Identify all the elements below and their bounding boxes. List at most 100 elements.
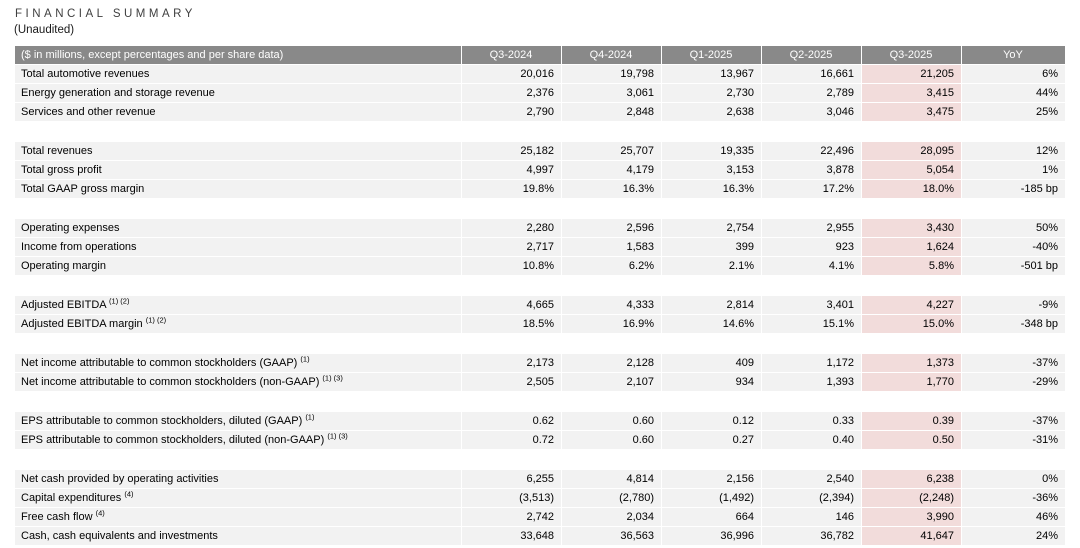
- value-cell-highlighted: 3,990: [861, 507, 962, 527]
- table-row: EPS attributable to common stockholders,…: [14, 411, 1066, 431]
- header-row: ($ in millions, except percentages and p…: [14, 45, 1066, 65]
- row-label: EPS attributable to common stockholders,…: [14, 411, 462, 431]
- value-cell: 2,128: [561, 353, 662, 373]
- value-cell: 2,540: [761, 469, 862, 489]
- row-label: Energy generation and storage revenue: [14, 83, 462, 103]
- value-cell: -40%: [961, 237, 1066, 257]
- value-cell: 146: [761, 507, 862, 527]
- row-label: Adjusted EBITDA margin (1) (2): [14, 314, 462, 334]
- value-cell: 6,255: [461, 469, 562, 489]
- table-row: Net income attributable to common stockh…: [14, 353, 1066, 373]
- table-row: Operating expenses 2,280 2,596 2,754 2,955 3,…: [14, 218, 1066, 238]
- value-cell: 2,730: [661, 83, 762, 103]
- financial-summary-table: ($ in millions, except percentages and p…: [14, 45, 1066, 546]
- row-label: Cash, cash equivalents and investments: [14, 526, 462, 546]
- value-cell-highlighted: 5.8%: [861, 256, 962, 276]
- value-cell: 2,034: [561, 507, 662, 527]
- value-cell: 13,967: [661, 64, 762, 84]
- value-cell-highlighted: 15.0%: [861, 314, 962, 334]
- row-label: Net cash provided by operating activitie…: [14, 469, 462, 489]
- value-cell: 2,955: [761, 218, 862, 238]
- row-label: Total revenues: [14, 141, 462, 161]
- value-cell: 3,878: [761, 160, 862, 180]
- value-cell: (2,394): [761, 488, 862, 508]
- footnote-reference: (1) (3): [327, 431, 348, 441]
- value-cell-highlighted: 3,430: [861, 218, 962, 238]
- value-cell: 4,814: [561, 469, 662, 489]
- row-label: Adjusted EBITDA (1) (2): [14, 295, 462, 315]
- value-cell: 25%: [961, 102, 1066, 122]
- header-cell: Q3-2024: [461, 45, 562, 65]
- table-row: Net income attributable to common stockh…: [14, 372, 1066, 392]
- value-cell: 2,814: [661, 295, 762, 315]
- value-cell-highlighted: 28,095: [861, 141, 962, 161]
- table-row: Net cash provided by operating activitie…: [14, 469, 1066, 489]
- value-cell: 44%: [961, 83, 1066, 103]
- value-cell: 923: [761, 237, 862, 257]
- value-cell: 2,789: [761, 83, 862, 103]
- value-cell: 2,376: [461, 83, 562, 103]
- row-label: Net income attributable to common stockh…: [14, 353, 462, 373]
- value-cell: 934: [661, 372, 762, 392]
- row-label: Capital expenditures (4): [14, 488, 462, 508]
- table-row: Operating margin 10.8% 6.2% 2.1% 4.1% 5.8% -50…: [14, 256, 1066, 276]
- footnote-reference: (1) (3): [322, 373, 343, 383]
- value-cell: 16.9%: [561, 314, 662, 334]
- value-cell: (1,492): [661, 488, 762, 508]
- spacer-cell: [14, 449, 1066, 470]
- value-cell-highlighted: 41,647: [861, 526, 962, 546]
- value-cell-highlighted: 3,415: [861, 83, 962, 103]
- value-cell: -185 bp: [961, 179, 1066, 199]
- value-cell-highlighted: 5,054: [861, 160, 962, 180]
- value-cell: -348 bp: [961, 314, 1066, 334]
- footnote-reference: (1): [300, 354, 310, 364]
- footnote-reference: (4): [124, 489, 134, 499]
- spacer-row: [14, 275, 1066, 296]
- value-cell: 2.1%: [661, 256, 762, 276]
- value-cell: 0.60: [561, 411, 662, 431]
- footnote-reference: (1) (2): [145, 315, 167, 325]
- header-cell: Q2-2025: [761, 45, 862, 65]
- value-cell: 18.5%: [461, 314, 562, 334]
- value-cell: 36,782: [761, 526, 862, 546]
- row-label: Income from operations: [14, 237, 462, 257]
- value-cell-highlighted: 21,205: [861, 64, 962, 84]
- value-cell: 3,046: [761, 102, 862, 122]
- value-cell: 2,107: [561, 372, 662, 392]
- row-label: Total automotive revenues: [14, 64, 462, 84]
- value-cell-highlighted: (2,248): [861, 488, 962, 508]
- value-cell: 16.3%: [561, 179, 662, 199]
- footnote-reference: (1) (2): [109, 296, 130, 306]
- value-cell: -37%: [961, 353, 1066, 373]
- table-row: Adjusted EBITDA margin (1) (2) 18.5% 16.9%…: [14, 314, 1066, 334]
- value-cell-highlighted: 1,624: [861, 237, 962, 257]
- value-cell: 0.60: [561, 430, 662, 450]
- table-row: Total GAAP gross margin 19.8% 16.3% 16.3% 17…: [14, 179, 1066, 199]
- page-title: FINANCIAL SUMMARY: [15, 8, 196, 20]
- value-cell: 2,280: [461, 218, 562, 238]
- page-subtitle: (Unaudited): [14, 24, 75, 36]
- value-cell: 16,661: [761, 64, 862, 84]
- table-row: Total gross profit 4,997 4,179 3,153 3,878 5,…: [14, 160, 1066, 180]
- value-cell-highlighted: 4,227: [861, 295, 962, 315]
- value-cell-highlighted: 0.39: [861, 411, 962, 431]
- value-cell: 2,717: [461, 237, 562, 257]
- value-cell: -37%: [961, 411, 1066, 431]
- spacer-cell: [14, 121, 1066, 142]
- value-cell: -9%: [961, 295, 1066, 315]
- spacer-row: [14, 121, 1066, 142]
- table-row: Cash, cash equivalents and investments 33…: [14, 526, 1066, 546]
- header-cell: YoY: [961, 45, 1066, 65]
- spacer-cell: [14, 391, 1066, 412]
- value-cell: 0.33: [761, 411, 862, 431]
- value-cell: 1,393: [761, 372, 862, 392]
- row-label: Net income attributable to common stockh…: [14, 372, 462, 392]
- value-cell: 12%: [961, 141, 1066, 161]
- row-label: Total gross profit: [14, 160, 462, 180]
- value-cell: (2,780): [561, 488, 662, 508]
- spacer-row: [14, 449, 1066, 470]
- spacer-row: [14, 333, 1066, 354]
- value-cell-highlighted: 1,373: [861, 353, 962, 373]
- spacer-row: [14, 198, 1066, 219]
- header-cell: Q4-2024: [561, 45, 662, 65]
